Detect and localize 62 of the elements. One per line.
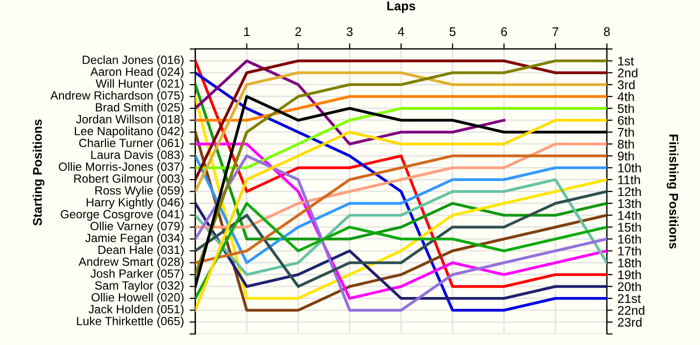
text: Dean Hale (031) bbox=[98, 245, 184, 256]
y2-tick-label: 20th bbox=[618, 282, 641, 292]
text: Ollie Varney (079) bbox=[90, 222, 184, 233]
text: Starting Positions bbox=[32, 120, 44, 226]
x-tick-label: 4 bbox=[398, 27, 404, 36]
text: Charlie Turner (061) bbox=[79, 138, 184, 150]
text: Laura Davis (083) bbox=[91, 150, 184, 162]
text: Declan Jones (016) bbox=[82, 55, 184, 66]
y2-tick-label: 19th bbox=[618, 270, 641, 280]
y2-tick-label: 13th bbox=[618, 198, 641, 208]
text: Ross Wylie (059) bbox=[95, 186, 184, 197]
text: Will Hunter (021) bbox=[96, 79, 184, 90]
text: Brad Smith (025) bbox=[96, 102, 184, 114]
y2-tick-label: 11th bbox=[618, 175, 640, 184]
y2-axis-title: Finishing Positions bbox=[666, 134, 678, 249]
y2-tick-label: 7th bbox=[618, 128, 634, 137]
x-tick-label: 8 bbox=[604, 27, 610, 36]
y2-tick-label: 6th bbox=[618, 116, 634, 125]
text: Andrew Richardson (075) bbox=[50, 90, 184, 102]
x-tick-label: 6 bbox=[501, 27, 507, 36]
text: Luke Thirkettle (065) bbox=[77, 316, 184, 328]
text: Josh Parker (057) bbox=[90, 269, 184, 280]
y2-tick-label: 16th bbox=[618, 234, 641, 244]
y2-tick-label: 23rd bbox=[618, 318, 642, 327]
y2-tick-label: 9th bbox=[618, 151, 634, 161]
y2-tick-label: 2nd bbox=[618, 68, 638, 78]
x-tick-label: 3 bbox=[346, 27, 353, 36]
text: Jack Holden (051) bbox=[88, 304, 184, 316]
y2-tick-label: 12th bbox=[618, 186, 641, 196]
y2-tick-label: 1st bbox=[618, 56, 634, 66]
line-series bbox=[195, 106, 607, 170]
y2-tick-label: 5th bbox=[618, 104, 634, 114]
line-series bbox=[195, 154, 607, 264]
x-tick-label: 5 bbox=[450, 27, 456, 36]
text: Aaron Head (024) bbox=[90, 67, 184, 78]
line-series bbox=[195, 142, 607, 228]
y2-tick-label: 14th bbox=[618, 210, 641, 220]
y2-tick-label: 21st bbox=[618, 294, 641, 303]
y2-tick-label: 22nd bbox=[618, 306, 644, 315]
text: Andrew Smart (028) bbox=[78, 257, 184, 268]
y2-tick-label: 3rd bbox=[618, 80, 635, 90]
x-tick-label: 2 bbox=[295, 27, 302, 36]
y2-tick-label: 18th bbox=[618, 258, 641, 268]
line-series bbox=[195, 178, 607, 276]
text: Lee Napolitano (042) bbox=[74, 126, 184, 138]
text: Harry Kightly (046) bbox=[86, 198, 184, 209]
x-tick-label: 1 bbox=[244, 27, 250, 36]
x-axis-title: Laps bbox=[387, 2, 416, 13]
y2-tick-label: 15th bbox=[618, 222, 641, 232]
text: Ollie Morris-Jones (037) bbox=[58, 162, 184, 174]
text: Jordan Willson (018) bbox=[76, 114, 184, 126]
y2-tick-label: 8th bbox=[618, 139, 634, 149]
text: Robert Gilmour (003) bbox=[74, 174, 184, 186]
text: Ollie Howell (020) bbox=[92, 292, 184, 304]
y2-tick-label: 4th bbox=[618, 92, 634, 102]
text: Jamie Fegan (034) bbox=[85, 233, 184, 244]
text: George Cosgrove (041) bbox=[60, 210, 184, 221]
x-tick-label: 7 bbox=[552, 27, 558, 36]
y2-tick-label: 10th bbox=[618, 163, 641, 172]
y2-tick-label: 17th bbox=[618, 246, 641, 256]
line-series bbox=[195, 190, 607, 288]
text: Sam Taylor (032) bbox=[95, 280, 184, 292]
